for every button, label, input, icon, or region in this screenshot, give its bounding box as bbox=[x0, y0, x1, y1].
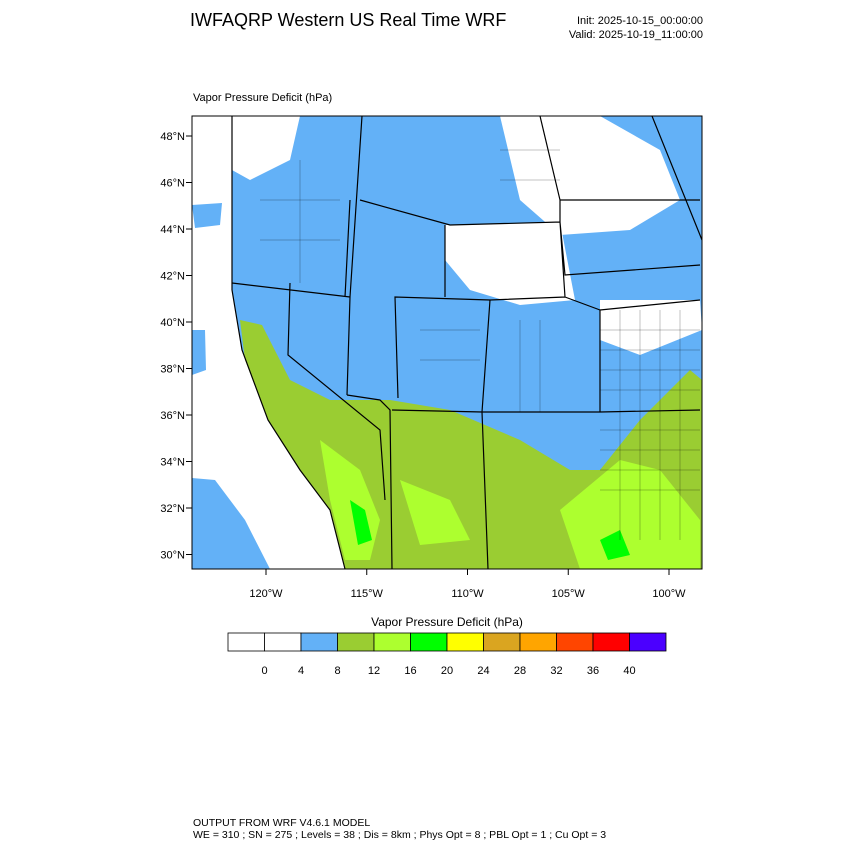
colorbar-label: 28 bbox=[514, 665, 526, 677]
lat-label: 42°N bbox=[160, 271, 185, 283]
county-borders bbox=[260, 149, 700, 540]
lon-label: 110°W bbox=[451, 588, 484, 600]
colorbar-box bbox=[227, 632, 265, 652]
map-frame bbox=[191, 115, 703, 570]
colorbar-label: 0 bbox=[261, 665, 267, 677]
colorbar-label: 12 bbox=[368, 665, 380, 677]
colorbar-label: 20 bbox=[441, 665, 453, 677]
colorbar-label: 36 bbox=[587, 665, 599, 677]
colorbar-box bbox=[629, 632, 667, 652]
title: IWFAQRP Western US Real Time WRF bbox=[190, 10, 506, 30]
footer-line: OUTPUT FROM WRF V4.6.1 MODEL bbox=[193, 817, 370, 829]
colorbar-label: 40 bbox=[623, 665, 635, 677]
colorbar-box bbox=[556, 632, 594, 652]
lat-label: 30°N bbox=[160, 550, 185, 562]
map-subtitle: Vapor Pressure Deficit (hPa) bbox=[193, 92, 332, 104]
colorbar-box bbox=[483, 632, 521, 652]
colorbar-label: 4 bbox=[298, 665, 304, 677]
lat-label: 48°N bbox=[160, 131, 185, 143]
colorbar-box bbox=[592, 632, 630, 652]
light-green-region bbox=[320, 440, 700, 569]
lon-label: 105°W bbox=[552, 588, 586, 600]
colorbar-label: 16 bbox=[404, 665, 416, 677]
lat-label: 34°N bbox=[160, 457, 185, 469]
colorbar-label: 24 bbox=[477, 665, 489, 677]
colorbar-box bbox=[373, 632, 411, 652]
footer-line: WE = 310 ; SN = 275 ; Levels = 38 ; Dis … bbox=[193, 829, 606, 841]
colorbar-label: 32 bbox=[550, 665, 562, 677]
valid-time: Valid: 2025-10-19_11:00:00 bbox=[569, 29, 703, 41]
colorbar-box bbox=[300, 632, 338, 652]
lat-label: 36°N bbox=[160, 410, 185, 422]
lat-label: 38°N bbox=[160, 364, 185, 376]
map bbox=[191, 115, 703, 570]
colorbar-box bbox=[446, 632, 484, 652]
init-time: Init: 2025-10-15_00:00:00 bbox=[577, 15, 703, 27]
lon-label: 120°W bbox=[249, 588, 283, 600]
state-borders bbox=[231, 116, 702, 569]
colorbar-box bbox=[519, 632, 557, 652]
colorbar-box bbox=[410, 632, 448, 652]
colorbar-label: 8 bbox=[334, 665, 340, 677]
colorbar-box bbox=[337, 632, 375, 652]
lat-label: 46°N bbox=[160, 178, 185, 190]
colorbar-box bbox=[264, 632, 302, 652]
lat-label: 44°N bbox=[160, 224, 185, 236]
white-region bbox=[230, 116, 702, 355]
ocean-blue bbox=[192, 203, 270, 569]
lon-label: 115°W bbox=[351, 588, 384, 600]
lat-label: 40°N bbox=[160, 317, 185, 329]
colorbar-title: Vapor Pressure Deficit (hPa) bbox=[371, 615, 523, 629]
lat-label: 32°N bbox=[160, 503, 185, 515]
lon-label: 100°W bbox=[652, 588, 686, 600]
